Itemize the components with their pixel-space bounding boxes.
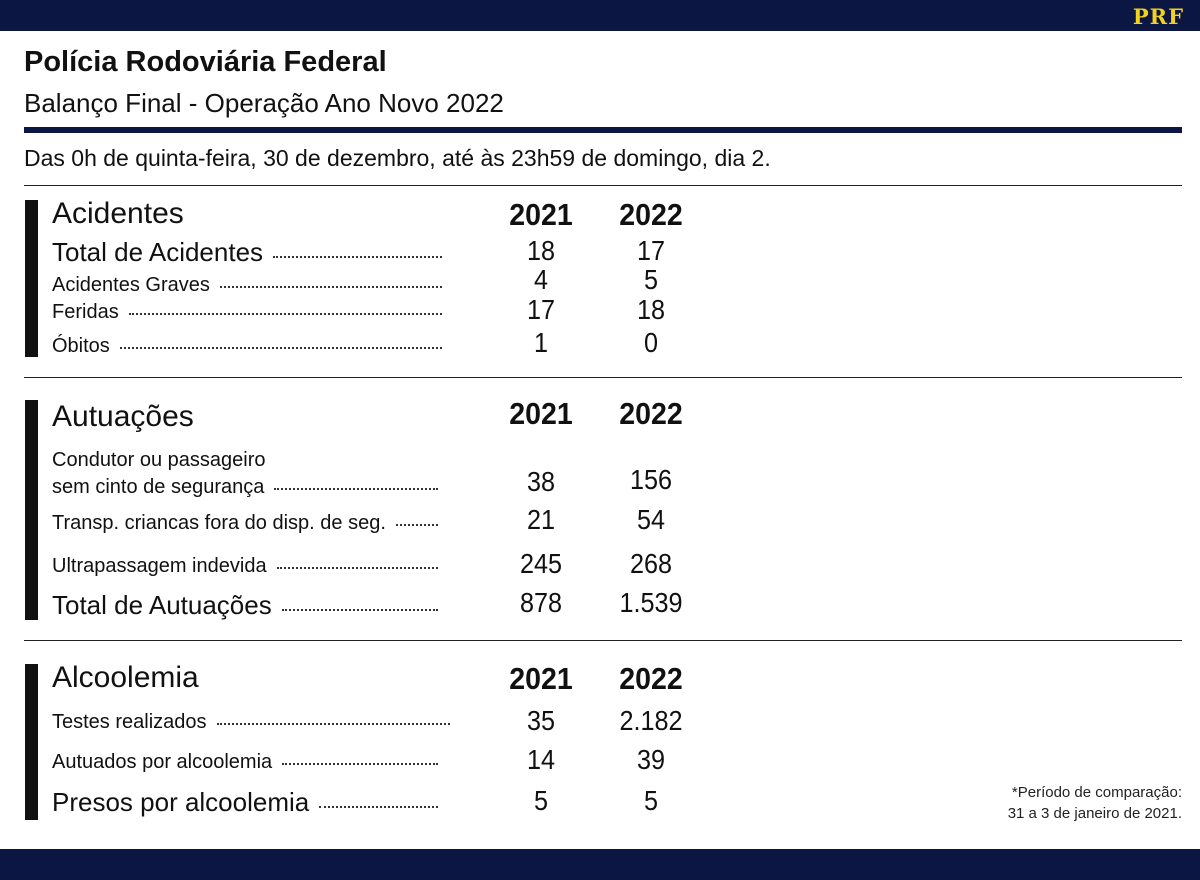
table-row: Total de Autuações bbox=[52, 590, 438, 621]
table-row: Testes realizados bbox=[52, 711, 450, 734]
row-label: Testes realizados bbox=[52, 711, 207, 733]
year-header-2021: 2021 bbox=[509, 396, 573, 431]
value-2022: 17 bbox=[636, 235, 666, 266]
row-label: Acidentes Graves bbox=[52, 274, 210, 296]
row-label: Presos por alcoolemia bbox=[52, 787, 310, 817]
table-row: sem cinto de segurança bbox=[52, 476, 438, 499]
value-2021: 878 bbox=[519, 587, 563, 618]
value-2021: 17 bbox=[526, 294, 556, 325]
year-header-2022: 2022 bbox=[619, 197, 683, 232]
top-bar: PRF bbox=[0, 0, 1200, 31]
dot-leader bbox=[282, 763, 438, 765]
divider bbox=[24, 640, 1182, 641]
table-row: Feridas bbox=[52, 301, 442, 324]
value-2021: 4 bbox=[533, 264, 549, 295]
table-row: Óbitos bbox=[52, 335, 442, 358]
bottom-bar bbox=[0, 849, 1200, 880]
row-label: Total de Acidentes bbox=[52, 237, 264, 267]
section-marker bbox=[25, 200, 38, 357]
section-marker bbox=[25, 400, 38, 620]
divider bbox=[24, 377, 1182, 378]
note-line: *Período de comparação: bbox=[1011, 784, 1182, 801]
row-label: Óbitos bbox=[52, 335, 110, 357]
row-label: Total de Autuações bbox=[52, 590, 272, 620]
dot-leader bbox=[219, 286, 442, 288]
table-row: Autuados por alcoolemia bbox=[52, 751, 438, 774]
row-label: Feridas bbox=[52, 301, 119, 323]
dot-leader bbox=[216, 723, 450, 725]
section-title-alcoolemia: Alcoolemia bbox=[52, 661, 199, 694]
prf-logo: PRF bbox=[1132, 4, 1184, 29]
section-title-autuacoes: Autuações bbox=[52, 400, 194, 433]
row-label: Transp. criancas fora do disp. de seg. bbox=[52, 512, 386, 534]
page-subtitle: Balanço Final - Operação Ano Novo 2022 bbox=[24, 88, 504, 118]
value-2021: 21 bbox=[526, 504, 556, 535]
value-2022: 268 bbox=[629, 548, 673, 579]
section-marker bbox=[25, 664, 38, 820]
value-2021: 35 bbox=[526, 705, 556, 736]
value-2022: 1.539 bbox=[619, 587, 683, 618]
value-2022: 2.182 bbox=[619, 705, 683, 736]
value-2021: 245 bbox=[519, 548, 563, 579]
dot-leader bbox=[319, 806, 438, 808]
table-row: Total de Acidentes bbox=[52, 237, 442, 268]
year-header-2022: 2022 bbox=[619, 661, 683, 696]
value-2022: 18 bbox=[636, 294, 666, 325]
divider bbox=[24, 185, 1182, 186]
value-2022: 54 bbox=[636, 504, 666, 535]
row-label: sem cinto de segurança bbox=[52, 476, 265, 498]
dot-leader bbox=[281, 609, 438, 611]
row-label: Condutor ou passageiro bbox=[52, 449, 266, 471]
dot-leader bbox=[128, 313, 442, 315]
year-header-2021: 2021 bbox=[509, 661, 573, 696]
dot-leader bbox=[119, 347, 442, 349]
dot-leader bbox=[274, 488, 438, 490]
page-title: Polícia Rodoviária Federal bbox=[24, 46, 387, 78]
period-text: Das 0h de quinta-feira, 30 de dezembro, … bbox=[24, 145, 771, 171]
year-header-2021: 2021 bbox=[509, 197, 573, 232]
row-label: Autuados por alcoolemia bbox=[52, 751, 273, 773]
value-2021: 18 bbox=[526, 235, 556, 266]
dot-leader bbox=[276, 567, 438, 569]
value-2021: 5 bbox=[533, 785, 549, 816]
value-2022: 0 bbox=[643, 327, 659, 358]
row-label: Ultrapassagem indevida bbox=[52, 555, 267, 577]
section-title-acidentes: Acidentes bbox=[52, 197, 184, 230]
table-row: Ultrapassagem indevida bbox=[52, 555, 438, 578]
note-line: 31 a 3 de janeiro de 2021. bbox=[1007, 805, 1182, 822]
value-2021: 1 bbox=[533, 327, 549, 358]
value-2021: 38 bbox=[526, 466, 556, 497]
value-2022: 156 bbox=[629, 464, 673, 495]
table-row: Transp. criancas fora do disp. de seg. bbox=[52, 512, 438, 535]
table-row: Presos por alcoolemia bbox=[52, 787, 438, 818]
comparison-note: *Período de comparação: 31 a 3 de janeir… bbox=[1008, 782, 1182, 824]
dot-leader bbox=[273, 256, 442, 258]
divider bbox=[24, 127, 1182, 133]
value-2022: 5 bbox=[643, 785, 659, 816]
year-header-2022: 2022 bbox=[619, 396, 683, 431]
value-2021: 14 bbox=[526, 744, 556, 775]
value-2022: 39 bbox=[636, 744, 666, 775]
dot-leader bbox=[395, 524, 438, 526]
table-row: Acidentes Graves bbox=[52, 274, 442, 297]
value-2022: 5 bbox=[643, 264, 659, 295]
